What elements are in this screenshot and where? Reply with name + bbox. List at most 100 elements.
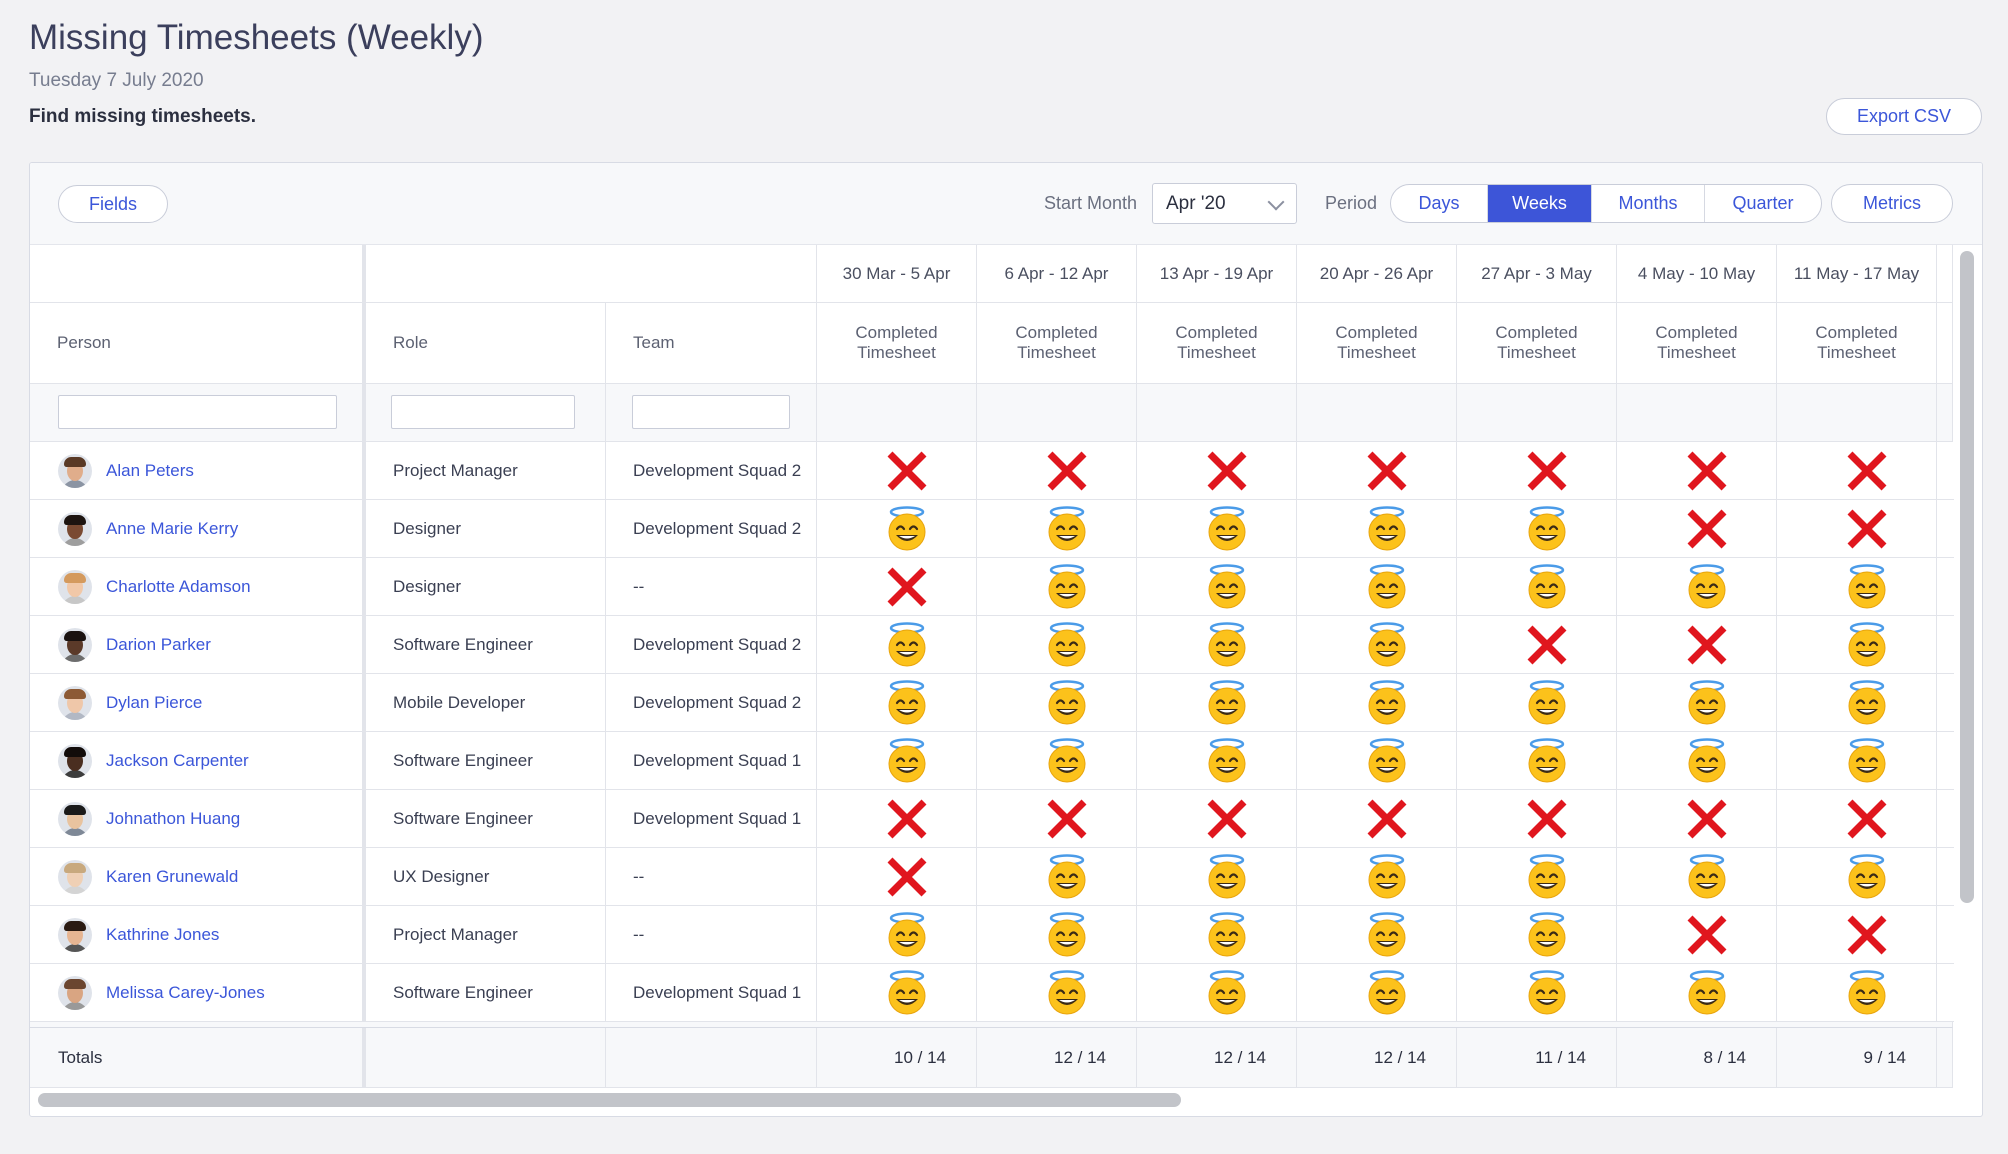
person-name-link[interactable]: Melissa Carey-Jones: [106, 982, 265, 1002]
timesheet-status-cell: [817, 500, 977, 558]
timesheet-status-cell: [1297, 964, 1457, 1022]
timesheet-status-cell: [817, 674, 977, 732]
timesheet-status-cell: [817, 558, 977, 616]
timesheet-status-cell: [1137, 500, 1297, 558]
person-name-link[interactable]: Dylan Pierce: [106, 692, 203, 712]
metric-header: Completed Timesheet: [817, 303, 977, 384]
totals-value: 10 / 14: [817, 1028, 977, 1088]
filter-cell: [1297, 384, 1457, 442]
period-option-quarter[interactable]: Quarter: [1732, 193, 1794, 213]
page-description: Find missing timesheets.: [29, 106, 256, 127]
start-month-select[interactable]: Apr '20: [1152, 183, 1297, 224]
table-row-role: Project Manager: [366, 906, 606, 964]
person-name-link[interactable]: Johnathon Huang: [106, 808, 241, 828]
table-row-person: Alan Peters: [30, 442, 366, 500]
totals-value: 8 / 14: [1617, 1028, 1777, 1088]
smiling-face-with-halo-icon: [1368, 679, 1406, 724]
table-row-person: Jackson Carpenter: [30, 732, 366, 790]
table-row-role: Project Manager: [366, 442, 606, 500]
timesheet-status-cell: [977, 848, 1137, 906]
person-name-link[interactable]: Kathrine Jones: [106, 924, 220, 944]
smiling-face-with-halo-icon: [1848, 737, 1886, 782]
person-name-link[interactable]: Jackson Carpenter: [106, 750, 249, 770]
table-row-team: Development Squad 2: [606, 500, 817, 558]
smiling-face-with-halo-icon: [1368, 853, 1406, 898]
cross-mark-icon: [1687, 799, 1727, 838]
timesheet-status-cell: [817, 442, 977, 500]
table-row-person: Dylan Pierce: [30, 674, 366, 732]
table-row-team: --: [606, 558, 817, 616]
column-header-role[interactable]: Role: [366, 303, 606, 384]
table-row-person: Kathrine Jones: [30, 906, 366, 964]
vertical-scrollbar[interactable]: [1960, 251, 1974, 903]
smiling-face-with-halo-icon: [1048, 969, 1086, 1014]
cross-mark-icon: [1847, 799, 1887, 838]
table-row-role: Mobile Developer: [366, 674, 606, 732]
period-option-weeks[interactable]: Weeks: [1488, 185, 1592, 222]
timesheet-status-cell: [1777, 790, 1937, 848]
role-filter-input[interactable]: [391, 395, 575, 429]
table-row-person: Darion Parker: [30, 616, 366, 674]
timesheet-status-cell: [1137, 964, 1297, 1022]
period-option-days[interactable]: Days: [1391, 185, 1488, 222]
filter-cell: [1937, 384, 1953, 442]
timesheet-status-cell: [1457, 964, 1617, 1022]
avatar: [58, 801, 92, 836]
smiling-face-with-halo-icon: [1048, 621, 1086, 666]
person-name-link[interactable]: Anne Marie Kerry: [106, 518, 239, 538]
period-option-months[interactable]: Months: [1592, 185, 1705, 222]
start-month-label: Start Month: [1044, 193, 1138, 213]
timesheet-status-cell: [1137, 442, 1297, 500]
header-spacer: [366, 245, 817, 303]
horizontal-scrollbar[interactable]: [38, 1093, 1181, 1107]
metric-header: Completed Timesheet: [1137, 303, 1297, 384]
page-date: Tuesday 7 July 2020: [29, 70, 204, 91]
person-name-link[interactable]: Karen Grunewald: [106, 866, 239, 886]
timesheet-status-cell: [1297, 790, 1457, 848]
team-filter-input[interactable]: [632, 395, 790, 429]
smiling-face-with-halo-icon: [1688, 853, 1726, 898]
person-name-link[interactable]: Darion Parker: [106, 634, 211, 654]
cross-mark-icon: [1367, 799, 1407, 838]
totals-label: Totals: [30, 1028, 366, 1088]
table-row-team: Development Squad 2: [606, 616, 817, 674]
smiling-face-with-halo-icon: [1208, 563, 1246, 608]
timesheet-status-cell: [1457, 616, 1617, 674]
avatar: [58, 975, 92, 1010]
column-header-team[interactable]: Team: [606, 303, 817, 384]
filter-cell: [30, 384, 366, 442]
row-gap: [30, 1022, 1953, 1028]
timesheet-status-cell: [1137, 906, 1297, 964]
smiling-face-with-halo-icon: [888, 621, 926, 666]
table-row-person: Johnathon Huang: [30, 790, 366, 848]
timesheet-status-cell: [817, 964, 977, 1022]
person-name-link[interactable]: Alan Peters: [106, 460, 194, 480]
cross-mark-icon: [1367, 451, 1407, 490]
smiling-face-with-halo-icon: [1528, 737, 1566, 782]
timesheet-status-cell: [1137, 790, 1297, 848]
totals-value: 12 / 14: [1297, 1028, 1457, 1088]
smiling-face-with-halo-icon: [1048, 679, 1086, 724]
column-header-person[interactable]: Person: [30, 303, 366, 384]
timesheet-status-cell: [1617, 674, 1777, 732]
cross-mark-icon: [1687, 625, 1727, 664]
timesheet-status-cell: [977, 674, 1137, 732]
page-title: Missing Timesheets (Weekly): [29, 18, 484, 57]
person-filter-input[interactable]: [58, 395, 337, 429]
filter-cell: [817, 384, 977, 442]
timesheet-status-cell: [817, 848, 977, 906]
metric-header: Completed Timesheet: [1777, 303, 1937, 384]
smiling-face-with-halo-icon: [1048, 911, 1086, 956]
fields-button[interactable]: Fields: [58, 185, 168, 223]
smiling-face-with-halo-icon: [888, 911, 926, 956]
timesheet-status-cell: [1777, 616, 1937, 674]
person-name-link[interactable]: Charlotte Adamson: [106, 576, 251, 596]
timesheet-status-cell: [1617, 906, 1777, 964]
export-csv-button[interactable]: Export CSV: [1826, 98, 1982, 135]
week-header: 27 Apr - 3 May: [1457, 245, 1617, 303]
timesheet-status-cell: [1617, 616, 1777, 674]
timesheet-status-cell: [817, 906, 977, 964]
smiling-face-with-halo-icon: [1208, 853, 1246, 898]
cross-mark-icon: [1207, 451, 1247, 490]
metrics-button[interactable]: Metrics: [1831, 184, 1953, 223]
